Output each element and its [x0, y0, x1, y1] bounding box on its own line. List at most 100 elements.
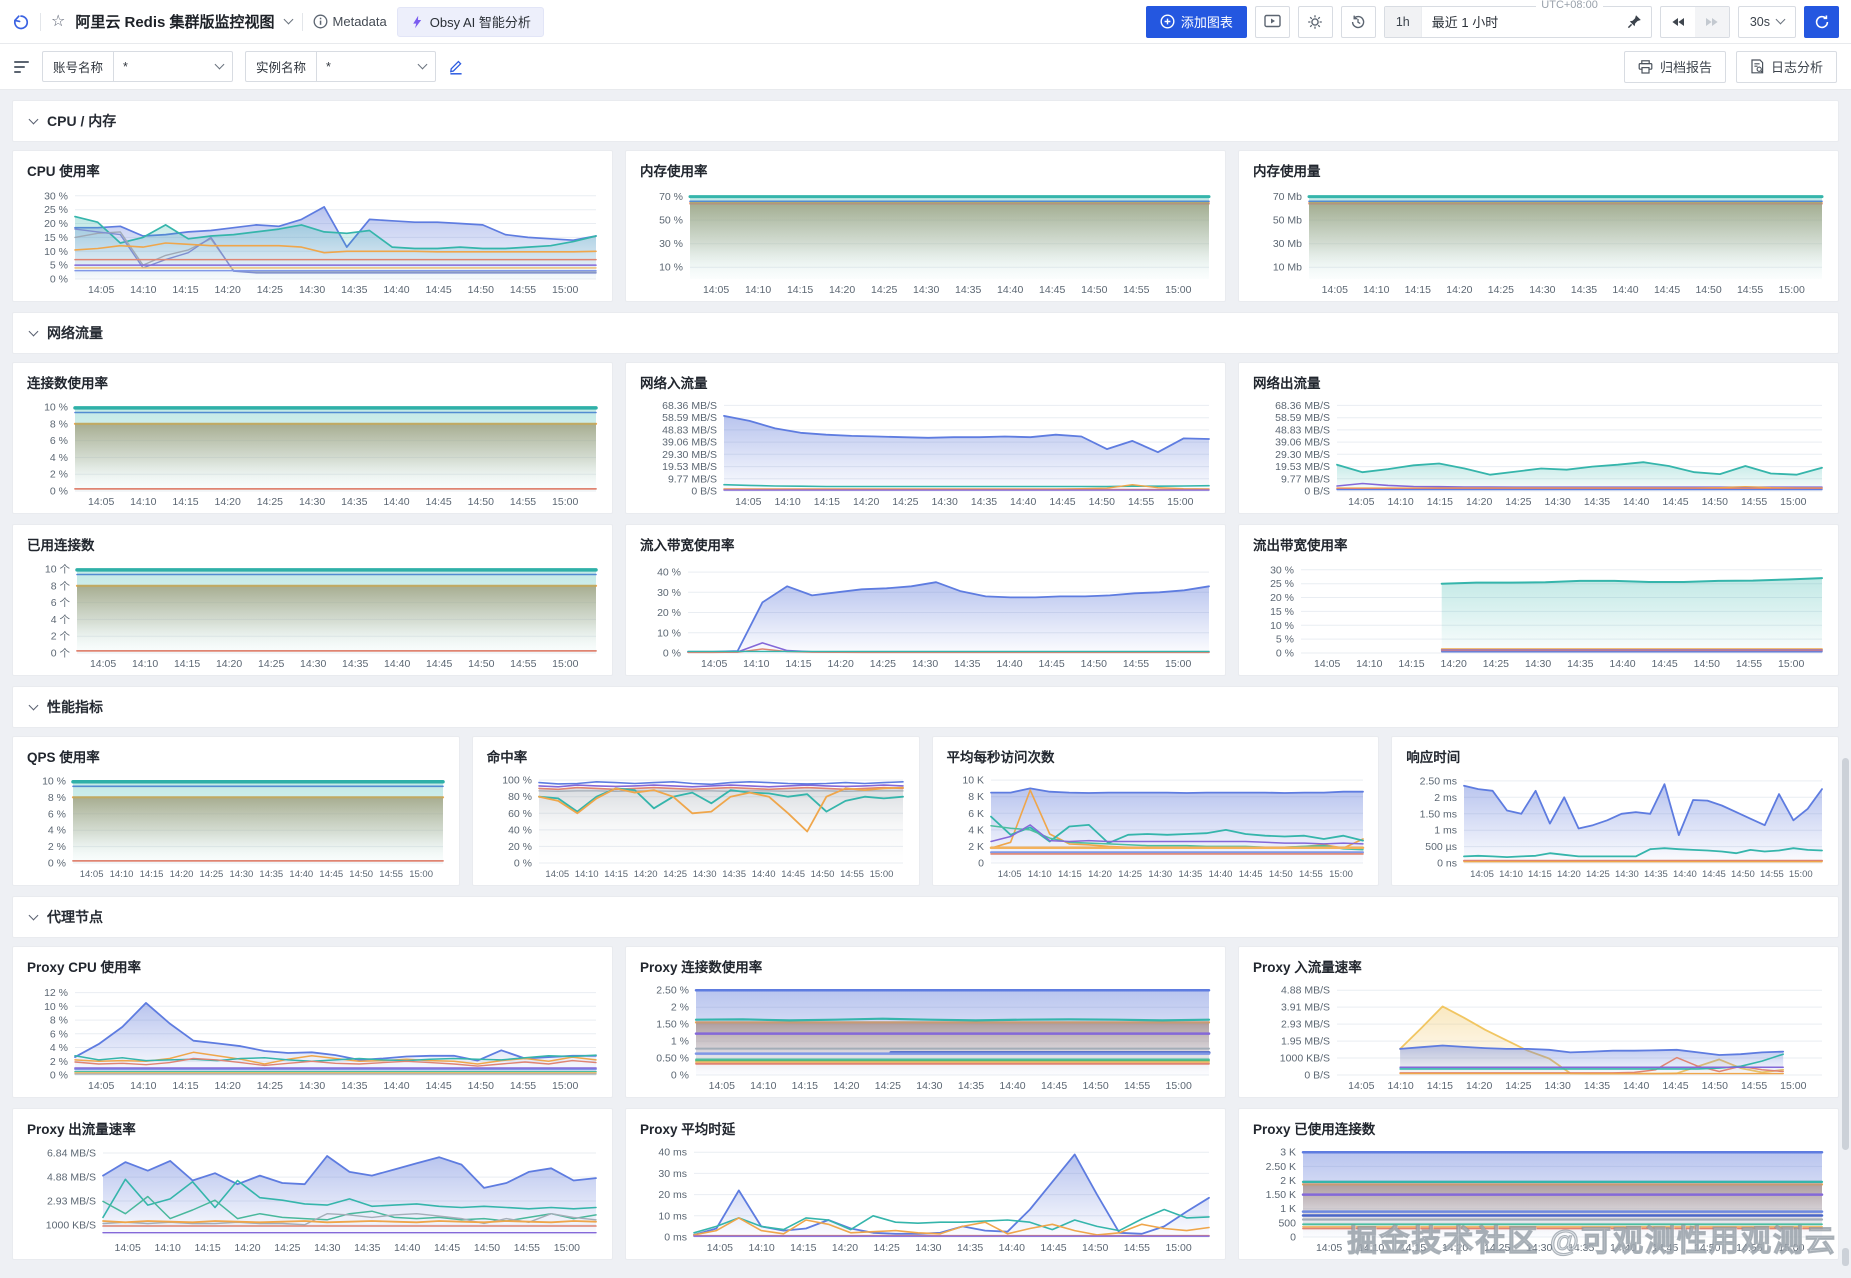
instance-filter-select[interactable]: *: [317, 52, 435, 81]
chart-canvas-proxy-conn-pct[interactable]: 2.50 % 2 % 1.50 % 1 % 0.50 % 0 % 14:05 14:10 14:…: [638, 980, 1213, 1094]
chart-area-used-conns[interactable]: 10 个 8 个 6 个 4 个 2 个 0 个 14:05 14:10 14:15 14:20 1…: [25, 558, 600, 672]
instance-filter: 实例名称 *: [245, 51, 437, 82]
section-header-2[interactable]: 性能指标: [12, 686, 1839, 728]
history-button[interactable]: [1340, 5, 1376, 38]
chart-canvas-proxy-in-rate[interactable]: 4.88 MB/S 3.91 MB/S 2.93 MB/S 1.95 MB/S 1000…: [1251, 980, 1826, 1094]
time-shift-back-button[interactable]: [1661, 7, 1695, 37]
back-button[interactable]: [12, 13, 30, 31]
edit-filters-button[interactable]: [448, 59, 464, 75]
chart-area-net-out[interactable]: 68.36 MB/S 58.59 MB/S 48.83 MB/S 39.06 MB/S…: [1251, 396, 1826, 510]
chart-area-conn-usage-pct[interactable]: 10 % 8 % 6 % 4 % 2 % 0 % 14:05 14:10 14:15 14:20 1…: [25, 396, 600, 510]
chart-canvas-net-in[interactable]: 68.36 MB/S58.59 MB/S48.83 MB/S39.06 MB/S…: [638, 396, 1213, 510]
obsy-ai-button[interactable]: Obsy AI 智能分析: [396, 6, 544, 37]
chart-area-proxy-in-rate[interactable]: 4.88 MB/S 3.91 MB/S 2.93 MB/S 1.95 MB/S 1000…: [1251, 980, 1826, 1094]
chart-area-mem-usage-amt[interactable]: 70 Mb 50 Mb 30 Mb 10 Mb 14:05 14:10 14:15 14:20…: [1251, 184, 1826, 298]
svg-text:14:25: 14:25: [274, 1242, 300, 1254]
chart-canvas-out-bw-pct[interactable]: 30 % 25 % 20 % 15 % 10 % 5 % 0 % 14:05 14:10 14:1…: [1251, 558, 1826, 672]
pin-button[interactable]: [1627, 14, 1651, 29]
chart-panel-mem-usage-pct: 内存使用率 70 % 50 % 30 % 10 % 14:05 14:10 14:15 14:2…: [625, 150, 1226, 302]
chart-canvas-resp-time[interactable]: 2.50 ms 2 ms 1.50 ms 1 ms 500 µs 0 ns 14:05 14:…: [1404, 770, 1826, 882]
chart-canvas-conn-usage-pct[interactable]: 10 % 8 % 6 % 4 % 2 % 0 % 14:05 14:10 14:15 14:20 1…: [25, 396, 600, 510]
filter-icon[interactable]: [14, 60, 30, 73]
log-analysis-button[interactable]: 日志分析: [1735, 50, 1837, 83]
chevron-down-icon[interactable]: [283, 14, 293, 25]
chart-area-hit-rate[interactable]: 100 % 80 % 60 % 40 % 20 % 0 % 14:05 14:10 14:15 1…: [485, 770, 907, 882]
svg-text:15:00: 15:00: [1789, 869, 1813, 880]
chart-area-qps-pct[interactable]: 10 % 8 % 6 % 4 % 2 % 0 % 14:05 14:10 14:15 14:20 1…: [25, 770, 447, 882]
time-range-picker[interactable]: UTC+08:00 1h 最近 1 小时: [1383, 0, 1652, 38]
svg-text:14:40: 14:40: [1673, 869, 1697, 880]
chevron-down-icon: [28, 700, 39, 710]
chart-title: 平均每秒访问次数: [946, 750, 1055, 765]
svg-text:20 ms: 20 ms: [658, 1189, 687, 1201]
svg-text:14:05: 14:05: [88, 284, 114, 296]
time-shift-forward-button[interactable]: [1694, 6, 1729, 37]
chart-canvas-in-bw-pct[interactable]: 40 % 30 % 20 % 10 % 0 % 14:05 14:10 14:15 14:20 1…: [638, 558, 1213, 672]
vertical-scrollbar[interactable]: [1842, 758, 1849, 1150]
chart-panel-proxy-out-rate: Proxy 出流量速率 6.84 MB/S 4.88 MB/S 2.93 MB/S 10…: [12, 1108, 613, 1260]
chart-canvas-used-conns[interactable]: 10 个 8 个 6 个 4 个 2 个 0 个 14:05 14:10 14:15 14:20 1…: [25, 558, 600, 672]
svg-text:14:50: 14:50: [1702, 1080, 1728, 1092]
chart-area-proxy-used-conns[interactable]: 3 K 2.50 K 2 K 1.50 K 1 K 500 0 14:05 14:10 14:15…: [1251, 1142, 1826, 1256]
svg-text:14:15: 14:15: [1427, 1080, 1453, 1092]
svg-text:14:30: 14:30: [915, 1242, 941, 1254]
chart-canvas-mem-usage-amt[interactable]: 70 Mb 50 Mb 30 Mb 10 Mb 14:05 14:10 14:15 14:20…: [1251, 184, 1826, 298]
chart-area-proxy-out-rate[interactable]: 6.84 MB/S 4.88 MB/S 2.93 MB/S 1000 KB/S 14:0…: [25, 1142, 600, 1256]
section-header-3[interactable]: 代理节点: [12, 896, 1839, 938]
chevron-down-icon: [28, 114, 39, 124]
chart-panel-conn-usage-pct: 连接数使用率 10 % 8 % 6 % 4 % 2 % 0 % 14:05 14:10 14:15…: [12, 362, 613, 514]
chart-area-avg-qps[interactable]: 10 K 8 K 6 K 4 K 2 K 0 14:05 14:10 14:15 14:20 14:…: [945, 770, 1367, 882]
svg-text:14:35: 14:35: [722, 869, 746, 880]
chart-canvas-cpu-usage[interactable]: 30 % 25 % 20 % 15 % 10 % 5 % 0 % 14:05 14:10 14:1…: [25, 184, 600, 298]
svg-text:14:05: 14:05: [545, 869, 569, 880]
chart-area-proxy-cpu[interactable]: 12 % 10 % 8 % 6 % 4 % 2 % 0 % 14:05 14:10 14:15 14…: [25, 980, 600, 1094]
chart-area-proxy-latency[interactable]: 40 ms 30 ms 20 ms 10 ms 0 ms 14:05 14:10 14:15 1…: [638, 1142, 1213, 1256]
add-chart-button[interactable]: 添加图表: [1145, 5, 1247, 38]
svg-text:2 ms: 2 ms: [1434, 792, 1457, 804]
chart-canvas-mem-usage-pct[interactable]: 70 % 50 % 30 % 10 % 14:05 14:10 14:15 14:20 14:2…: [638, 184, 1213, 298]
refresh-interval-select[interactable]: 30s: [1737, 5, 1796, 38]
chart-canvas-proxy-latency[interactable]: 40 ms 30 ms 20 ms 10 ms 0 ms 14:05 14:10 14:15 1…: [638, 1142, 1213, 1256]
star-icon[interactable]: ☆: [51, 12, 66, 30]
chart-title: 响应时间: [1406, 750, 1461, 765]
section-header-1[interactable]: 网络流量: [12, 312, 1839, 354]
presentation-mode-button[interactable]: [1254, 5, 1290, 38]
section-title: 性能指标: [47, 699, 103, 715]
divider: [40, 12, 41, 31]
chevron-down-icon: [214, 59, 225, 70]
chart-canvas-hit-rate[interactable]: 100 % 80 % 60 % 40 % 20 % 0 % 14:05 14:10 14:15 1…: [485, 770, 907, 882]
section-header-0[interactable]: CPU / 内存: [12, 100, 1839, 142]
svg-text:14:45: 14:45: [1652, 1242, 1678, 1254]
chart-canvas-proxy-cpu[interactable]: 12 % 10 % 8 %6 % 4 % 2 % 0 % 14:05 14:10 14:15 14…: [25, 980, 600, 1094]
svg-text:14:45: 14:45: [1038, 658, 1064, 670]
chart-title: Proxy 已使用连接数: [1253, 1122, 1376, 1137]
top-bar-right: 添加图表 UTC+08:00 1h 最近 1 小时: [1145, 0, 1839, 38]
metadata-button[interactable]: Metadata: [313, 14, 387, 29]
svg-text:14:15: 14:15: [1528, 869, 1552, 880]
chart-area-proxy-conn-pct[interactable]: 2.50 % 2 % 1.50 % 1 % 0.50 % 0 % 14:05 14:10 14:…: [638, 980, 1213, 1094]
chart-canvas-net-out[interactable]: 68.36 MB/S58.59 MB/S48.83 MB/S39.06 MB/S…: [1251, 396, 1826, 510]
svg-text:14:20: 14:20: [234, 1242, 260, 1254]
chart-panel-resp-time: 响应时间 2.50 ms 2 ms 1.50 ms 1 ms 500 µs 0 ns 14:0…: [1391, 736, 1839, 886]
chart-row: Proxy 出流量速率 6.84 MB/S 4.88 MB/S 2.93 MB/S 10…: [12, 1108, 1839, 1260]
chart-area-net-in[interactable]: 68.36 MB/S 58.59 MB/S 48.83 MB/S 39.06 MB/S…: [638, 396, 1213, 510]
chart-area-out-bw-pct[interactable]: 30 % 25 % 20 % 15 % 10 % 5 % 0 % 14:05 14:10 14:1…: [1251, 558, 1826, 672]
svg-text:9.77 MB/S: 9.77 MB/S: [1281, 473, 1330, 485]
archive-report-button[interactable]: 归档报告: [1623, 50, 1726, 83]
chart-area-in-bw-pct[interactable]: 40 % 30 % 20 % 10 % 0 % 14:05 14:10 14:15 14:20 1…: [638, 558, 1213, 672]
chart-canvas-proxy-used-conns[interactable]: 3 K 2.50 K 2 K 1.50 K 1 K 500 0 14:05 14:10 14:15…: [1251, 1142, 1826, 1256]
chart-canvas-proxy-out-rate[interactable]: 6.84 MB/S 4.88 MB/S 2.93 MB/S 1000 KB/S 14:0…: [25, 1142, 600, 1256]
account-filter-select[interactable]: *: [114, 52, 232, 81]
refresh-button[interactable]: [1804, 5, 1839, 38]
chart-canvas-avg-qps[interactable]: 10 K 8 K 6 K 4 K 2 K 0 14:05 14:10 14:15 14:20 14:…: [945, 770, 1367, 882]
chart-canvas-qps-pct[interactable]: 10 % 8 % 6 % 4 % 2 % 0 % 14:05 14:10 14:15 14:20 1…: [25, 770, 447, 882]
svg-text:30 %: 30 %: [657, 587, 681, 599]
chart-area-cpu-usage[interactable]: 30 % 25 % 20 % 15 % 10 % 5 % 0 % 14:05 14:10 14:1…: [25, 184, 600, 298]
svg-text:14:45: 14:45: [426, 658, 452, 670]
chart-area-mem-usage-pct[interactable]: 70 % 50 % 30 % 10 % 14:05 14:10 14:15 14:20 14:2…: [638, 184, 1213, 298]
svg-text:6.84 MB/S: 6.84 MB/S: [47, 1148, 96, 1160]
svg-text:4 K: 4 K: [968, 824, 984, 836]
chart-area-resp-time[interactable]: 2.50 ms 2 ms 1.50 ms 1 ms 500 µs 0 ns 14:05 14:…: [1404, 770, 1826, 882]
settings-button[interactable]: [1297, 5, 1333, 38]
